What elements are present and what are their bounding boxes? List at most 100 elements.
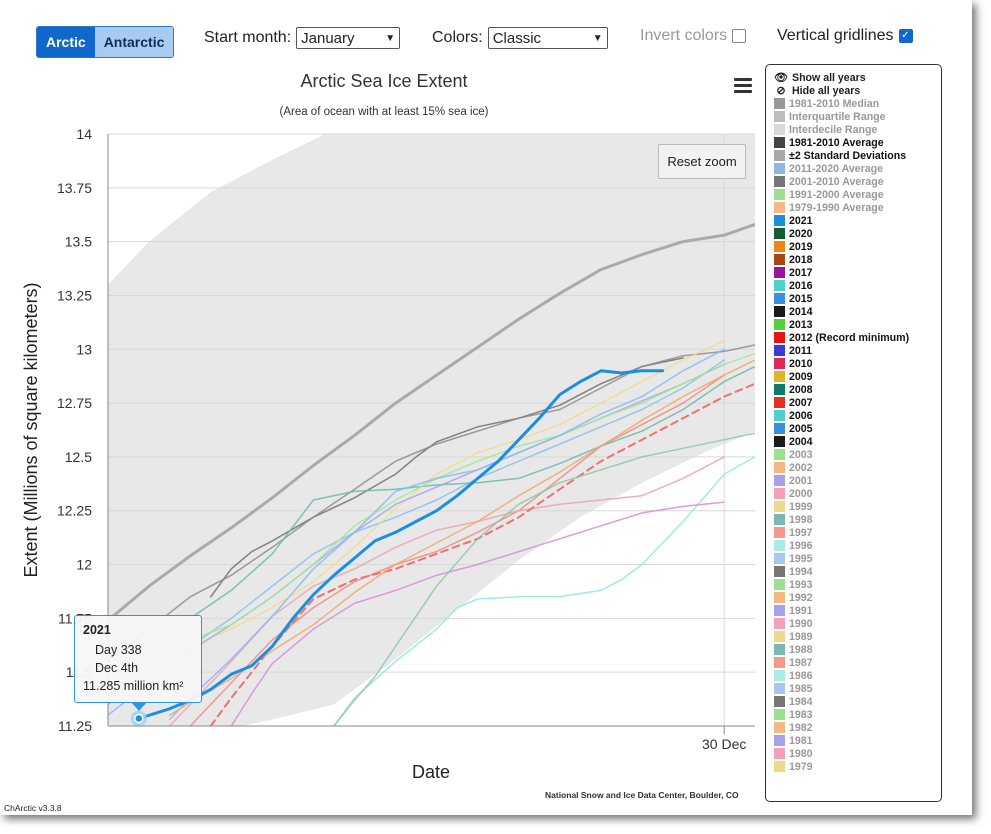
- legend-item[interactable]: 1987: [774, 656, 941, 669]
- hide-all-years[interactable]: ⊘ Hide all years: [774, 84, 941, 98]
- legend-item[interactable]: 1984: [774, 695, 941, 708]
- legend-label: 2009: [789, 370, 813, 383]
- legend-item[interactable]: 1985: [774, 682, 941, 695]
- legend-item[interactable]: 1991: [774, 604, 941, 617]
- arctic-button[interactable]: Arctic: [37, 27, 95, 57]
- legend-item[interactable]: Interquartile Range: [774, 110, 941, 123]
- legend-swatch: [774, 306, 785, 317]
- eye-icon: 👁: [774, 72, 788, 84]
- version-text: ChArctic v3.3.8: [4, 803, 62, 813]
- legend-item[interactable]: 1990: [774, 617, 941, 630]
- vertical-gridlines-checkbox[interactable]: ✓: [898, 29, 913, 43]
- legend-item[interactable]: 1981: [774, 734, 941, 747]
- legend-item[interactable]: Interdecile Range: [774, 123, 941, 136]
- legend-item[interactable]: 1996: [774, 539, 941, 552]
- legend-item[interactable]: 1994: [774, 565, 941, 578]
- series-line: [209, 357, 684, 598]
- legend-swatch: [774, 215, 785, 226]
- legend-item[interactable]: 1993: [774, 578, 941, 591]
- legend-item[interactable]: 1981-2010 Median: [774, 97, 941, 110]
- credit-text: National Snow and Ice Data Center, Bould…: [545, 790, 739, 800]
- legend-item[interactable]: 2021: [774, 214, 941, 227]
- series-line: [333, 432, 755, 726]
- legend-item[interactable]: 2011: [774, 344, 941, 357]
- legend-swatch: [774, 293, 785, 304]
- legend-item[interactable]: 2009: [774, 370, 941, 383]
- legend-label: 1998: [789, 513, 813, 526]
- legend-items: 1981-2010 Median Interquartile Range Inter…: [774, 97, 941, 773]
- legend-item[interactable]: 2011-2020 Average: [774, 162, 941, 175]
- legend-item[interactable]: 2015: [774, 292, 941, 305]
- legend-item[interactable]: 2019: [774, 240, 941, 253]
- x-tick-label: 30 Dec: [702, 736, 746, 752]
- tooltip-year: 2021: [83, 623, 111, 637]
- legend-item[interactable]: 1986: [774, 669, 941, 682]
- legend-item[interactable]: 2006: [774, 409, 941, 422]
- legend-swatch: [774, 137, 785, 148]
- reset-zoom-button[interactable]: Reset zoom: [658, 144, 746, 179]
- legend-label: 2020: [789, 227, 813, 240]
- legend-label: 1979-1990 Average: [789, 201, 884, 214]
- legend-label: 1989: [789, 630, 813, 643]
- legend-item[interactable]: 2007: [774, 396, 941, 409]
- legend-item[interactable]: 1998: [774, 513, 941, 526]
- start-month-select[interactable]: January ▼: [296, 27, 401, 49]
- legend-item[interactable]: 2012 (Record minimum): [774, 331, 941, 344]
- legend-swatch: [774, 748, 785, 759]
- legend-item[interactable]: 2000: [774, 487, 941, 500]
- legend-item[interactable]: 2005: [774, 422, 941, 435]
- legend-label: Interdecile Range: [789, 123, 878, 136]
- legend-item[interactable]: 2020: [774, 227, 941, 240]
- invert-colors-checkbox[interactable]: [732, 29, 747, 43]
- legend-label: 1990: [789, 617, 813, 630]
- colors-select[interactable]: Classic ▼: [487, 27, 608, 49]
- legend-label: 2018: [789, 253, 813, 266]
- y-tick-label: 13.5: [65, 234, 92, 250]
- x-axis-label: Date: [412, 762, 450, 782]
- y-tick-label: 13.75: [57, 180, 92, 196]
- legend-item[interactable]: 1981-2010 Average: [774, 136, 941, 149]
- legend-swatch: [774, 202, 785, 213]
- legend-item[interactable]: 1999: [774, 500, 941, 513]
- legend-item[interactable]: 2014: [774, 305, 941, 318]
- menu-icon[interactable]: [734, 78, 752, 96]
- legend-label: 1995: [789, 552, 813, 565]
- legend-item[interactable]: 1995: [774, 552, 941, 565]
- y-tick-label: 12.75: [57, 395, 92, 411]
- legend-item[interactable]: 1979: [774, 760, 941, 773]
- legend-label: 1988: [789, 643, 813, 656]
- legend-item[interactable]: 1979-1990 Average: [774, 201, 941, 214]
- legend-item[interactable]: 2001: [774, 474, 941, 487]
- legend-item[interactable]: 1992: [774, 591, 941, 604]
- legend-item[interactable]: 1988: [774, 643, 941, 656]
- legend-item[interactable]: 2013: [774, 318, 941, 331]
- hover-point: [134, 713, 144, 724]
- legend-item[interactable]: 1989: [774, 630, 941, 643]
- legend-label: 1984: [789, 695, 813, 708]
- legend-label: 1981-2010 Average: [789, 136, 884, 149]
- legend-item[interactable]: 2002: [774, 461, 941, 474]
- legend-item[interactable]: ±2 Standard Deviations: [774, 149, 941, 162]
- legend-item[interactable]: 2004: [774, 435, 941, 448]
- start-month-label: Start month:: [204, 29, 292, 46]
- antarctic-button[interactable]: Antarctic: [94, 27, 174, 57]
- legend-item[interactable]: 1991-2000 Average: [774, 188, 941, 201]
- legend-item[interactable]: 1997: [774, 526, 941, 539]
- legend-item[interactable]: 2016: [774, 279, 941, 292]
- legend-item[interactable]: 2018: [774, 253, 941, 266]
- legend-label: 1996: [789, 539, 813, 552]
- colors-value: Classic: [492, 29, 542, 47]
- legend-item[interactable]: 2010: [774, 357, 941, 370]
- show-all-years[interactable]: 👁 Show all years: [774, 71, 941, 85]
- legend-item[interactable]: 1982: [774, 721, 941, 734]
- legend-label: 2021: [789, 214, 813, 227]
- legend-swatch: [774, 150, 785, 161]
- legend-swatch: [774, 618, 785, 629]
- legend-item[interactable]: 2001-2010 Average: [774, 175, 941, 188]
- legend-item[interactable]: 2008: [774, 383, 941, 396]
- legend-item[interactable]: 1980: [774, 747, 941, 760]
- legend-item[interactable]: 1983: [774, 708, 941, 721]
- legend-item[interactable]: 2003: [774, 448, 941, 461]
- series-line: [108, 344, 755, 663]
- legend-item[interactable]: 2017: [774, 266, 941, 279]
